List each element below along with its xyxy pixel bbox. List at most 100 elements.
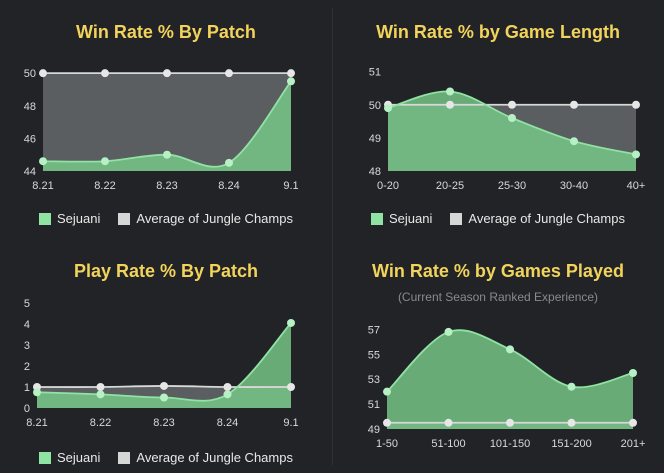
legend-label-average: Average of Jungle Champs [136,450,293,465]
average-point [223,383,232,391]
average-point [96,383,105,391]
sejuani-point [383,387,391,396]
chart-plot: 49 51 53 55 57 1-50 51-100 101-150 151-200 201+ [368,324,646,450]
average-point [506,418,514,427]
x-tick-label: 9.1 [283,417,298,429]
legend-item-average[interactable]: Average of Jungle Champs [450,211,625,226]
legend-swatch-average [450,212,463,225]
chart-panel-win-rate-by-games-played: Win Rate % by Games Played (Current Seas… [332,236,664,472]
x-tick-label: 8.22 [94,180,115,192]
legend-item-sejuani[interactable]: Sejuani [371,211,432,226]
y-tick-label: 49 [368,424,380,436]
chart-title: Play Rate % By Patch [73,261,259,281]
sejuani-point [225,158,233,167]
y-tick-label: 53 [368,374,380,386]
x-tick-label: 8.21 [26,417,47,429]
average-point [101,69,109,78]
y-tick-label: 48 [369,166,381,178]
chart-title: Win Rate % by Games Played [372,261,624,281]
legend-item-average[interactable]: Average of Jungle Champs [118,211,293,226]
sejuani-point [629,369,637,377]
y-tick-label: 0 [24,403,30,415]
legend-item-average[interactable]: Average of Jungle Champs [118,450,293,465]
chart-panel-win-rate-by-game-length: Win Rate % by Game Length 48 49 50 51 0-20 20… [332,0,664,236]
legend-swatch-sejuani [371,212,384,225]
y-tick-label: 5 [24,298,30,310]
chart-legend: Sejuani Average of Jungle Champs [0,211,332,226]
chart-plot: 0 1 2 3 4 5 8.21 8.22 8.23 8.24 9.1 [24,298,299,429]
sejuani-point [508,114,516,122]
legend-label-sejuani: Sejuani [57,211,101,226]
y-tick-label: 46 [24,133,36,145]
y-tick-label: 48 [24,101,36,113]
legend-label-sejuani: Sejuani [389,211,433,226]
x-tick-label: 30-40 [560,180,588,192]
x-tick-label: 25-30 [498,180,526,192]
sejuani-point [287,318,295,327]
y-tick-label: 57 [368,324,380,336]
legend-swatch-sejuani [39,451,52,464]
x-tick-label: 51-100 [431,438,465,450]
y-tick-label: 50 [369,100,381,112]
sejuani-point [570,137,578,146]
average-point [570,100,578,109]
x-tick-label: 40+ [627,180,646,192]
legend-swatch-sejuani [39,212,52,225]
x-tick-label: 151-200 [551,438,591,450]
y-tick-label: 50 [24,68,36,80]
sejuani-area [388,91,636,171]
sejuani-point [287,77,295,86]
sejuani-line [42,80,292,168]
x-tick-label: 8.21 [32,180,53,192]
sejuani-point [444,327,453,336]
y-tick-label: 4 [24,319,30,331]
average-point [629,418,637,427]
chart-title: Win Rate % By Patch [76,22,256,42]
chart-panel-play-rate-by-patch: Play Rate % By Patch 0 1 2 3 4 5 8.21 8.22 8.23 8… [0,236,332,472]
chart-plot: 44 46 48 50 8.21 8.22 8.23 8.24 9.1 [24,68,299,192]
y-tick-label: 55 [368,349,380,361]
x-tick-label: 101-150 [490,438,530,450]
average-area [43,73,291,171]
sejuani-point [446,87,454,96]
x-tick-label: 9.1 [283,180,298,192]
chart-panel-win-rate-by-patch: Win Rate % By Patch 44 46 48 50 8.21 8.22 8.23… [0,0,332,236]
legend-swatch-average [118,212,131,225]
sejuani-point [223,390,232,399]
y-tick-label: 49 [369,133,381,145]
average-point [444,418,453,427]
legend-label-average: Average of Jungle Champs [136,211,293,226]
average-point [287,383,295,391]
sejuani-point [163,150,171,159]
average-point [160,381,168,390]
y-tick-label: 2 [24,361,30,373]
average-point [383,418,391,427]
x-tick-label: 20-25 [436,180,464,192]
chart-legend: Sejuani Average of Jungle Champs [0,450,332,465]
legend-item-sejuani[interactable]: Sejuani [39,211,100,226]
average-point [632,100,640,109]
sejuani-area [37,322,291,408]
legend-label-average: Average of Jungle Champs [468,211,625,226]
column-divider [332,8,333,465]
sejuani-point [567,382,576,391]
x-tick-label: 1-50 [376,438,398,450]
x-tick-label: 8.22 [90,417,111,429]
legend-label-sejuani: Sejuani [57,450,101,465]
y-tick-label: 51 [368,399,380,411]
chart-title: Win Rate % by Game Length [376,22,620,42]
average-point [163,69,171,78]
x-tick-label: 0-20 [377,180,399,192]
x-tick-label: 8.23 [153,417,174,429]
chart-plot: 48 49 50 51 0-20 20-25 25-30 30-40 40+ [369,67,646,192]
average-point [225,69,233,78]
sejuani-area [387,330,633,429]
sejuani-point [384,104,392,113]
average-point [39,69,47,78]
average-point [446,100,454,109]
y-tick-label: 44 [24,166,36,178]
legend-item-sejuani[interactable]: Sejuani [39,450,100,465]
average-point [567,418,576,427]
sejuani-point [101,157,109,166]
y-tick-label: 1 [24,382,30,394]
